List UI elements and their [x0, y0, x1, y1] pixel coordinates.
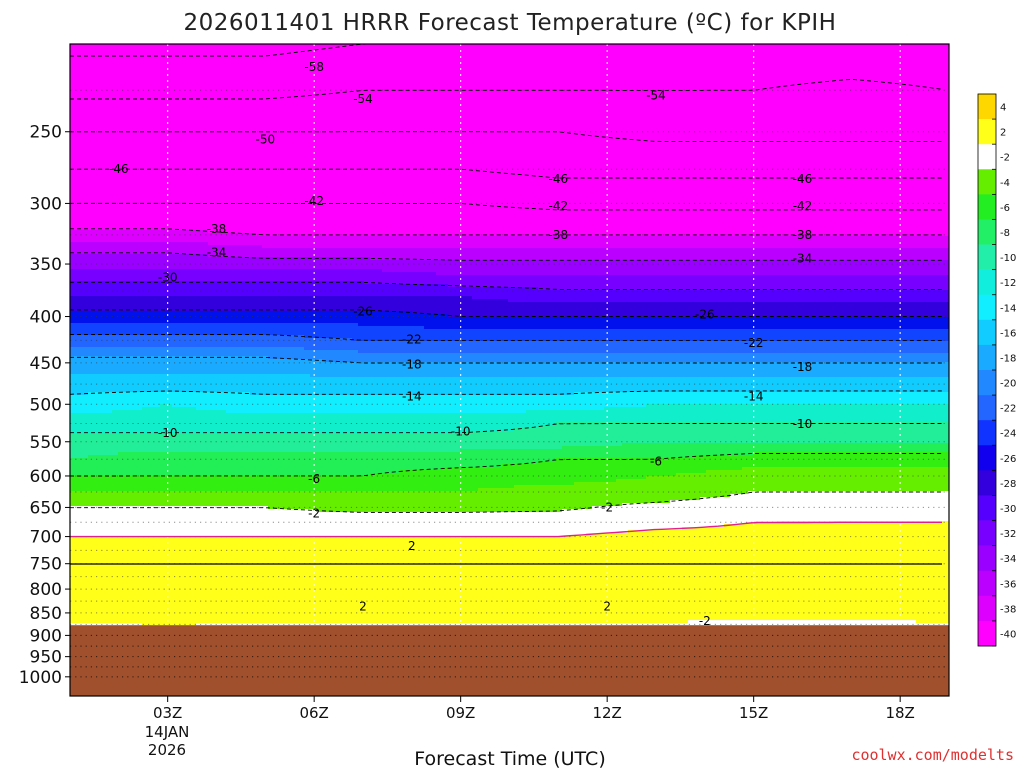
- plot-area: -58-54 -54-50-46-46 -46-42 -42 -42-38 -38 -38-…: [70, 44, 953, 696]
- temperature-cross-section-chart: 2026011401 HRRR Forecast Temperature (ºC…: [0, 0, 1024, 768]
- chart-title: 2026011401 HRRR Forecast Temperature (ºC…: [184, 10, 837, 36]
